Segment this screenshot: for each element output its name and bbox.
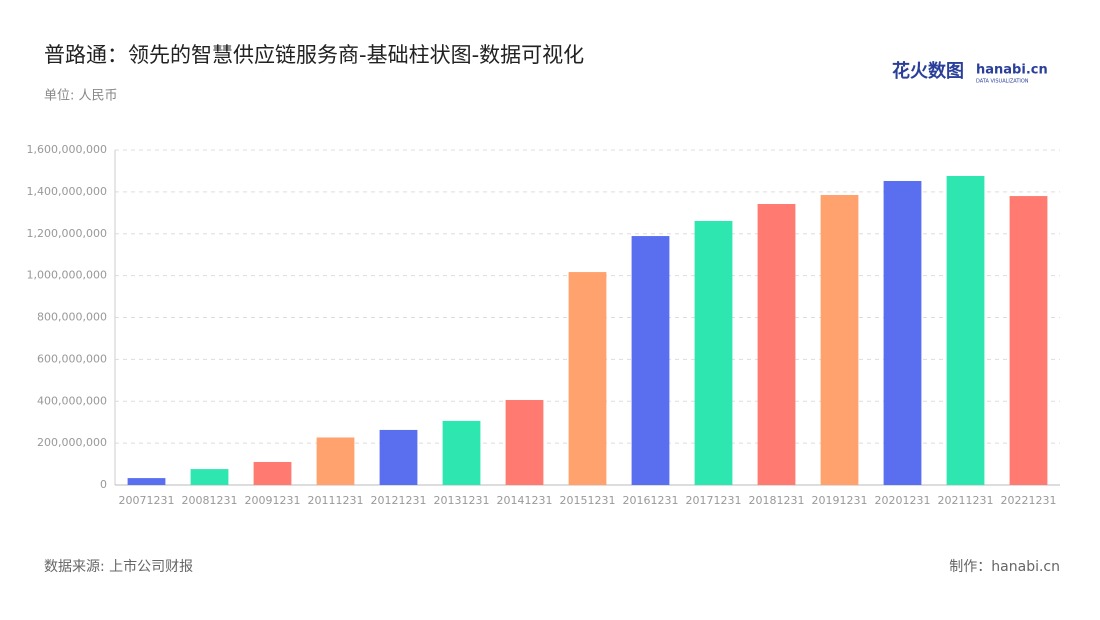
bar [442,420,481,485]
x-tick-label: 20181231 [749,494,805,507]
y-tick-label: 1,200,000,000 [27,227,107,240]
bar [694,220,733,485]
logo-name: 花火数图 [892,60,964,82]
y-tick-label: 800,000,000 [37,311,107,324]
y-tick-label: 1,600,000,000 [27,143,107,156]
y-tick-label: 200,000,000 [37,436,107,449]
bar [316,437,355,485]
x-tick-label: 20071231 [119,494,175,507]
y-tick-label: 0 [100,478,107,491]
x-tick-label: 20151231 [560,494,616,507]
bar [505,399,544,485]
x-tick-label: 20081231 [182,494,238,507]
bar [127,478,166,485]
x-tick-label: 20111231 [308,494,364,507]
bar [379,429,418,485]
chart-title: 普路通：领先的智慧供应链服务商-基础柱状图-数据可视化 [44,43,584,67]
bar [883,180,922,486]
x-tick-label: 20191231 [812,494,868,507]
y-tick-label: 1,000,000,000 [27,269,107,282]
bar [1009,196,1048,485]
bar [568,272,607,485]
bar [757,204,796,486]
bar [631,236,670,485]
y-tick-label: 1,400,000,000 [27,185,107,198]
bar [190,469,229,485]
y-tick-label: 600,000,000 [37,352,107,365]
bar [946,175,985,485]
x-tick-label: 20141231 [497,494,553,507]
bar [253,461,292,485]
x-tick-label: 20091231 [245,494,301,507]
logo-site: hanabi.cn [976,63,1048,78]
credit: 制作：hanabi.cn [949,559,1060,575]
source: 数据来源: 上市公司财报 [44,558,193,575]
logo-tagline: DATA VISUALIZATION [976,79,1029,85]
unit-label: 单位: 人民币 [44,89,118,104]
x-tick-label: 20161231 [623,494,679,507]
x-tick-label: 20171231 [686,494,742,507]
x-tick-label: 20131231 [434,494,490,507]
bar [820,195,859,485]
x-tick-label: 20211231 [938,494,994,507]
x-tick-label: 20221231 [1001,494,1057,507]
x-tick-label: 20121231 [371,494,427,507]
y-tick-label: 400,000,000 [37,394,107,407]
x-tick-label: 20201231 [875,494,931,507]
